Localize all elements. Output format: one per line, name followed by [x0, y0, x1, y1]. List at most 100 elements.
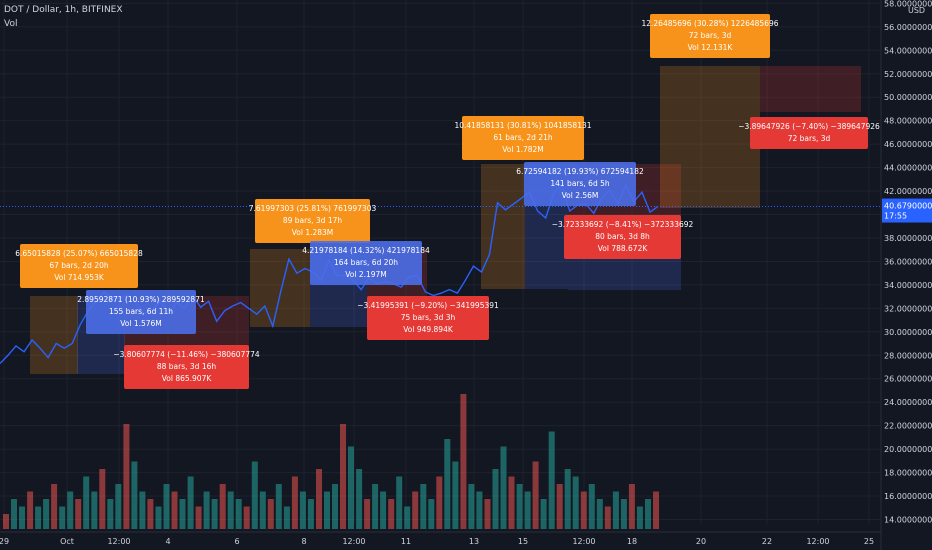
volume-bar [203, 491, 210, 529]
price-tick-label: 56.00000000 [884, 23, 932, 32]
volume-bar [211, 499, 218, 529]
time-tick-label: 8 [301, 537, 306, 546]
symbol-title: DOT / Dollar, 1h, BITFINEX [4, 5, 123, 15]
price-tick-label: 36.00000000 [884, 257, 932, 266]
measure-volume-text: Vol 1.782M [502, 145, 544, 154]
volume-bar [195, 506, 202, 529]
measure-bars-text: 72 bars, 3d [788, 134, 831, 143]
time-tick-label: 20 [696, 537, 706, 546]
price-tick-label: 44.00000000 [884, 164, 932, 173]
volume-bar [653, 491, 659, 529]
volume-bar [155, 506, 162, 529]
volume-bar [332, 484, 338, 529]
volume-bar [508, 476, 515, 529]
volume-bar [187, 476, 194, 529]
measure-volume-text: Vol 1.576M [120, 319, 162, 328]
measure-bars-text: 75 bars, 3d 3h [401, 313, 456, 322]
price-tick-label: 38.00000000 [884, 234, 932, 243]
measure-volume-text: Vol 788.672K [598, 244, 649, 253]
measure-change-text: −3.41995391 (−9.20%) −341995391 [357, 301, 499, 310]
price-tick-label: 24.00000000 [884, 398, 932, 407]
measure-zone [30, 296, 78, 374]
volume-bar [484, 499, 491, 529]
volume-bar [580, 491, 587, 529]
measure-label-box [650, 14, 770, 58]
volume-bar [516, 484, 523, 529]
price-tick-label: 42.00000000 [884, 187, 932, 196]
volume-bar [436, 476, 443, 529]
volume-bar [380, 491, 387, 529]
volume-bar [283, 506, 290, 529]
measure-bars-text: 155 bars, 6d 11h [109, 307, 173, 316]
price-tick-label: 46.00000000 [884, 140, 932, 149]
last-price-tag [882, 198, 932, 223]
price-tick-label: 20.00000000 [884, 445, 932, 454]
volume-bar [340, 424, 346, 529]
volume-bar [75, 499, 82, 529]
volume-bar [356, 469, 363, 529]
price-axis-unit: USD [908, 6, 925, 15]
measure-bars-text: 80 bars, 3d 8h [595, 232, 650, 241]
measure-volume-text: Vol 2.56M [562, 191, 599, 200]
volume-bar [500, 446, 507, 529]
volume-bar [243, 506, 250, 529]
volume-bar [267, 499, 274, 529]
price-tick-label: 54.00000000 [884, 46, 932, 55]
volume-bar [476, 491, 483, 529]
volume-bar [307, 499, 314, 529]
measure-label-box [524, 162, 636, 206]
measure-bars-text: 72 bars, 3d [689, 31, 732, 40]
price-tick-label: 26.00000000 [884, 375, 932, 384]
volume-bar [604, 506, 611, 529]
measure-label-box [124, 345, 249, 389]
measure-volume-text: Vol 2.197M [345, 270, 387, 279]
price-tick-label: 58.00000000 [884, 0, 932, 8]
measure-volume-text: Vol 1.283M [292, 228, 334, 237]
time-tick-label: 15 [518, 537, 528, 546]
measure-volume-text: Vol 865.907K [162, 374, 213, 383]
volume-bar [51, 484, 58, 529]
volume-bar [452, 461, 459, 529]
time-tick-label: 12:00 [107, 537, 130, 546]
volume-bar [588, 484, 595, 529]
volume-bar [324, 491, 330, 529]
volume-bar [219, 484, 226, 529]
measure-change-text: 2.89592871 (10.93%) 289592871 [77, 295, 205, 304]
measure-bars-text: 89 bars, 3d 17h [283, 216, 343, 225]
volume-bar [299, 491, 306, 529]
volume-bar [131, 461, 138, 529]
time-tick-label: 12:00 [806, 537, 829, 546]
price-tick-label: 32.00000000 [884, 304, 932, 313]
price-tick-label: 34.00000000 [884, 281, 932, 290]
measure-bars-text: 67 bars, 2d 20h [49, 261, 109, 270]
price-tick-label: 16.00000000 [884, 492, 932, 501]
time-tick-label: 12:00 [342, 537, 365, 546]
volume-bar [460, 394, 467, 529]
measure-label-box [750, 117, 868, 149]
measure-change-text: −3.72333692 (−8.41%) −372333692 [552, 220, 694, 229]
time-tick-label: 11 [401, 537, 411, 546]
measure-volume-text: Vol 714.953K [54, 273, 105, 282]
volume-bar [123, 424, 130, 529]
measure-label-box [86, 290, 196, 334]
measure-bars-text: 164 bars, 6d 20h [334, 258, 398, 267]
volume-bar [67, 491, 74, 529]
volume-bar [11, 499, 17, 529]
volume-bar [444, 439, 451, 529]
volume-bar [396, 476, 403, 529]
volume-bar [636, 506, 643, 529]
volume-bar [179, 499, 186, 529]
measure-change-text: −3.80607774 (−11.46%) −380607774 [113, 350, 260, 359]
volume-bar [564, 469, 571, 529]
measure-change-text: 6.72594182 (19.93%) 672594182 [516, 167, 644, 176]
measure-change-text: 6.65015828 (25.07%) 665015828 [15, 249, 143, 258]
time-tick-label: 18 [627, 537, 637, 546]
volume-bar [59, 506, 66, 529]
volume-bar [492, 469, 499, 529]
volume-bar [388, 499, 395, 529]
volume-bar [420, 484, 427, 529]
volume-bar [532, 461, 539, 529]
volume-bar [612, 491, 619, 529]
